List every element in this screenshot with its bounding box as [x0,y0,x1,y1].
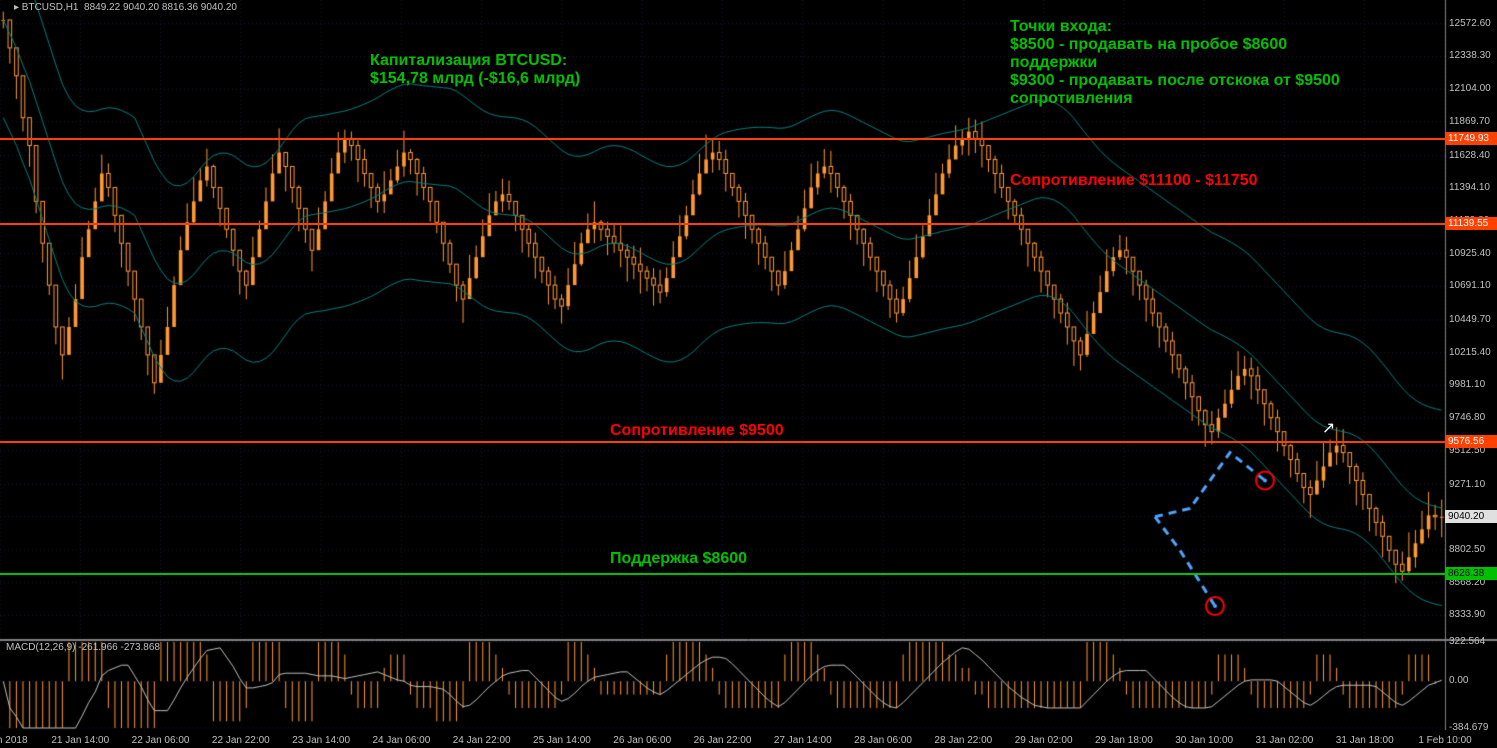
time-tick: 21 Jan 14:00 [51,735,109,746]
price-tick: 11394.10 [1445,182,1497,193]
macd-label: MACD(12,26,9) -261.966 -273.868 [6,642,160,653]
price-marker: 11139.55 [1445,217,1497,230]
time-tick: 22 Jan 22:00 [212,735,270,746]
time-tick: 1 Feb 10:00 [1418,735,1471,746]
price-tick: 9746.80 [1445,412,1497,423]
macd-chart-canvas[interactable] [0,640,1497,730]
level-line[interactable] [0,441,1445,443]
level-line[interactable] [0,138,1445,140]
price-tick: 10691.10 [1445,280,1497,291]
macd-tick: 322.564 [1445,636,1497,647]
level-line[interactable] [0,223,1445,225]
price-marker: 9040.20 [1445,510,1497,523]
price-tick: 11869.70 [1445,116,1497,127]
price-tick: 12338.30 [1445,50,1497,61]
time-tick: 26 Jan 06:00 [613,735,671,746]
price-tick: 10925.40 [1445,248,1497,259]
symbol-title: ▸ BTCUSD,H1 8849.22 9040.20 8816.36 9040… [14,2,237,13]
annotation-text: Поддержка $8600 [610,550,747,568]
time-tick: 23 Jan 14:00 [292,735,350,746]
price-marker: 11749.93 [1445,132,1497,145]
price-tick: 12572.60 [1445,18,1497,29]
time-axis: 20 Jan 2018 21 Jan 14:00 22 Jan 06:00 22 Ja… [0,730,1445,748]
annotation-text: Сопротивление $9500 [610,422,784,440]
price-tick: 10215.40 [1445,347,1497,358]
price-tick: 10449.70 [1445,314,1497,325]
price-marker: 8626.38 [1445,567,1497,580]
annotation-text: Точки входа: $8500 - продавать на пробое… [1010,18,1340,108]
price-tick: 8333.90 [1445,609,1497,620]
price-tick: 12104.00 [1445,83,1497,94]
price-tick: 9981.10 [1445,379,1497,390]
time-tick: 29 Jan 18:00 [1095,735,1153,746]
price-tick: 9271.10 [1445,479,1497,490]
time-tick: 31 Jan 18:00 [1336,735,1394,746]
time-tick: 20 Jan 2018 [0,735,28,746]
time-tick: 31 Jan 02:00 [1256,735,1314,746]
time-tick: 28 Jan 22:00 [934,735,992,746]
chart-window: ▸ BTCUSD,H1 8849.22 9040.20 8816.36 9040… [0,0,1497,748]
macd-tick: -384.679 [1445,722,1497,733]
time-tick: 25 Jan 14:00 [533,735,591,746]
time-tick: 24 Jan 22:00 [453,735,511,746]
price-tick: 8802.50 [1445,544,1497,555]
time-tick: 28 Jan 06:00 [854,735,912,746]
price-tick: 11628.40 [1445,150,1497,161]
price-marker: 9576.56 [1445,435,1497,448]
macd-tick: 0.00 [1445,675,1497,686]
time-tick: 27 Jan 14:00 [774,735,832,746]
time-tick: 22 Jan 06:00 [132,735,190,746]
annotation-text: Капитализация BTCUSD: $154,78 млрд (-$16… [370,52,580,88]
time-tick: 30 Jan 10:00 [1175,735,1233,746]
time-tick: 29 Jan 02:00 [1015,735,1073,746]
time-tick: 24 Jan 06:00 [372,735,430,746]
annotation-text: Сопротивление $11100 - $11750 [1010,172,1257,190]
time-tick: 26 Jan 22:00 [694,735,752,746]
level-line[interactable] [0,573,1445,575]
